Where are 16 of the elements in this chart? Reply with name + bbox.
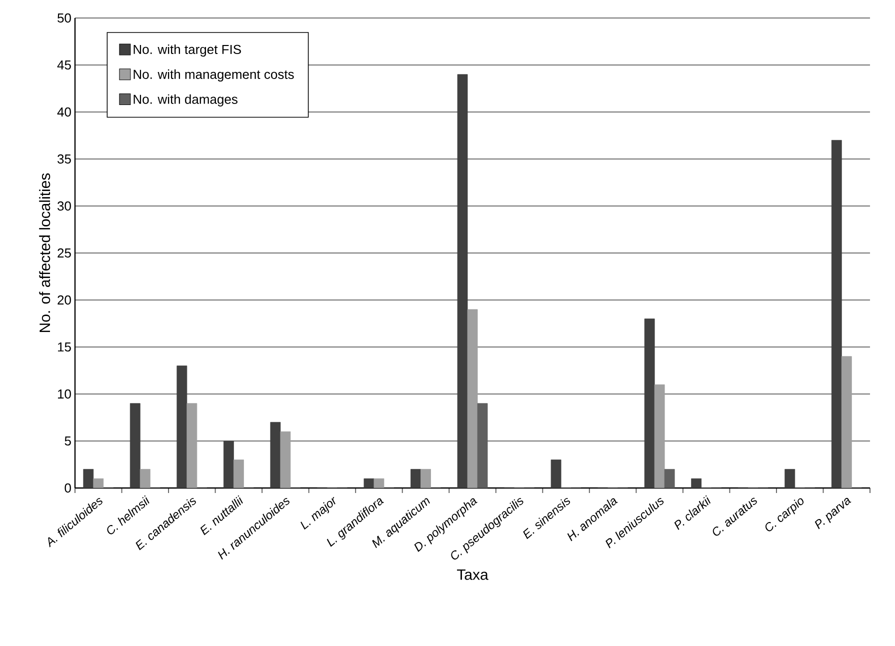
y-tick-label: 35 bbox=[58, 154, 71, 164]
y-axis-title: No. of affected localities bbox=[39, 173, 50, 332]
y-tick-label: 40 bbox=[57, 107, 71, 117]
legend-label: No. with target FIS bbox=[134, 44, 241, 57]
y-tick-label: 5 bbox=[64, 436, 71, 446]
y-tick-label: 0 bbox=[64, 483, 71, 493]
x-axis-title: Taxa bbox=[456, 569, 488, 580]
legend-label: No. with management costs bbox=[134, 69, 294, 82]
y-tick-label: 20 bbox=[58, 295, 71, 305]
legend-label: No. with damages bbox=[134, 94, 238, 106]
y-tick-label: 25 bbox=[58, 248, 71, 258]
y-tick-label: 50 bbox=[58, 13, 71, 23]
y-tick-label: 30 bbox=[58, 201, 71, 211]
y-tick-label: 15 bbox=[58, 342, 71, 352]
y-tick-label: 10 bbox=[58, 389, 71, 399]
y-tick-label: 45 bbox=[57, 60, 71, 70]
